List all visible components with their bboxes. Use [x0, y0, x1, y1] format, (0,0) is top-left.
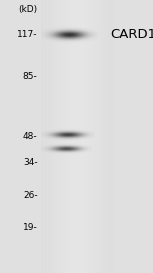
- Text: 19-: 19-: [23, 224, 37, 232]
- Text: 48-: 48-: [23, 132, 37, 141]
- Text: 34-: 34-: [23, 158, 37, 167]
- Text: 117-: 117-: [17, 30, 37, 38]
- Text: (kD): (kD): [18, 5, 37, 14]
- Text: 26-: 26-: [23, 191, 37, 200]
- Text: CARD10: CARD10: [110, 28, 153, 41]
- Text: 85-: 85-: [23, 72, 37, 81]
